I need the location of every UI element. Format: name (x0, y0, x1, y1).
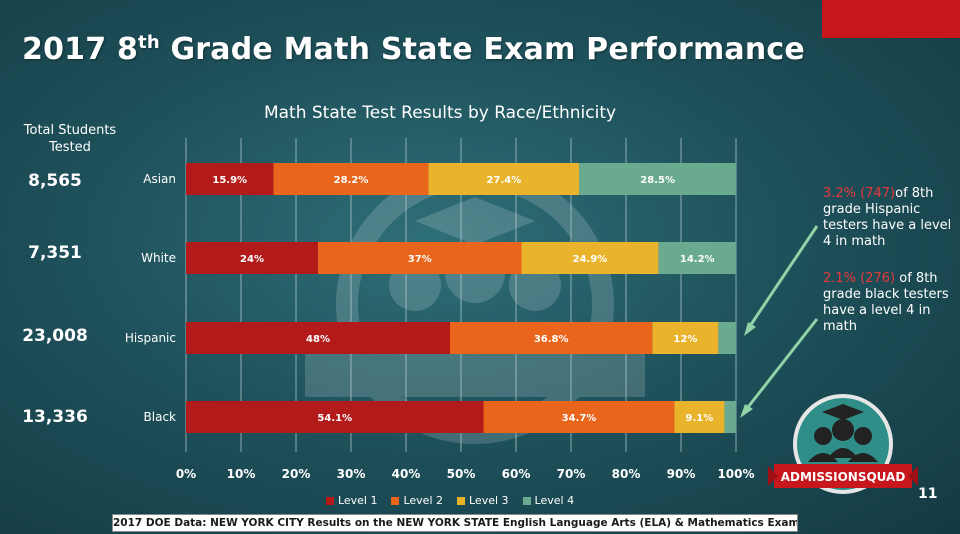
legend-swatch (522, 496, 531, 505)
data-label: 34.7% (562, 413, 597, 424)
bar-segment (428, 163, 580, 195)
admissionsquad-logo: ADMISSIONSQUAD (768, 394, 918, 494)
page-number: 11 (918, 486, 938, 502)
legend-label: Level 4 (534, 494, 575, 507)
data-label: 9.1% (686, 413, 714, 424)
category-label: Asian (143, 172, 176, 186)
x-tick-label: 90% (667, 467, 696, 481)
x-tick-label: 40% (392, 467, 421, 481)
chart-legend: Level 1 Level 2 Level 3 Level 4 (0, 494, 900, 507)
data-label: 14.2% (680, 254, 715, 265)
total-black: 13,336 (22, 407, 88, 427)
legend-swatch (325, 496, 334, 505)
category-label: White (141, 251, 176, 265)
total-students-header: Total Students Tested (23, 123, 117, 155)
bar-segment (483, 401, 675, 433)
legend-item: Level 1 (325, 494, 378, 507)
callout-hispanic: 3.2% (747)of 8th grade Hispanic testers … (823, 186, 952, 249)
slide-title: 2017 8th Grade Math State Exam Performan… (22, 32, 805, 67)
data-label: 24% (240, 254, 264, 265)
legend-item: Level 4 (522, 494, 575, 507)
x-tick-label: 10% (227, 467, 256, 481)
data-label: 28.2% (334, 175, 369, 186)
x-tick-label: 100% (717, 467, 754, 481)
x-tick-label: 60% (502, 467, 531, 481)
bar-segment (273, 163, 429, 195)
total-hispanic: 23,008 (22, 326, 88, 346)
legend-item: Level 3 (457, 494, 509, 507)
legend-swatch (391, 496, 400, 505)
data-label: 24.9% (573, 254, 608, 265)
source-footer: 2017 DOE Data: NEW YORK CITY Results on … (112, 514, 798, 532)
data-label: 37% (408, 254, 432, 265)
bar-segment (186, 401, 484, 433)
bar-segment (579, 163, 736, 195)
bar-segment (652, 322, 719, 354)
data-label: 15.9% (212, 175, 247, 186)
x-tick-label: 80% (612, 467, 641, 481)
legend-label: Level 2 (403, 494, 443, 507)
bar-segment (658, 242, 736, 274)
total-white: 7,351 (28, 243, 82, 263)
data-label: 28.5% (640, 175, 675, 186)
total-asian: 8,565 (28, 171, 82, 191)
bar-segment (718, 322, 736, 354)
data-label: 12% (673, 334, 697, 345)
category-label: Black (144, 410, 177, 424)
x-tick-label: 0% (176, 467, 196, 481)
bar-segment (318, 242, 522, 274)
bar-segment (186, 163, 274, 195)
data-label: 27.4% (487, 175, 522, 186)
legend-item: Level 2 (391, 494, 443, 507)
x-tick-label: 70% (557, 467, 586, 481)
data-label: 48% (306, 334, 330, 345)
bar-segment (521, 242, 659, 274)
legend-swatch (457, 496, 465, 505)
bar-segment (186, 242, 318, 274)
logo-text: ADMISSIONSQUAD (781, 470, 906, 484)
corner-accent-box (822, 0, 960, 38)
data-label: 36.8% (534, 334, 569, 345)
legend-label: Level 3 (469, 494, 509, 507)
x-tick-label: 20% (282, 467, 311, 481)
x-tick-label: 30% (337, 467, 366, 481)
callout-black: 2.1% (276) of 8th grade black testers ha… (823, 271, 949, 334)
bar-segment (724, 401, 736, 433)
chart-title: Math State Test Results by Race/Ethnicit… (263, 103, 617, 123)
x-tick-label: 50% (447, 467, 476, 481)
bar-segment (450, 322, 653, 354)
category-label: Hispanic (125, 331, 176, 345)
legend-label: Level 1 (337, 494, 378, 507)
data-label: 54.1% (317, 413, 352, 424)
bar-segment (674, 401, 725, 433)
bar-segment (186, 322, 450, 354)
